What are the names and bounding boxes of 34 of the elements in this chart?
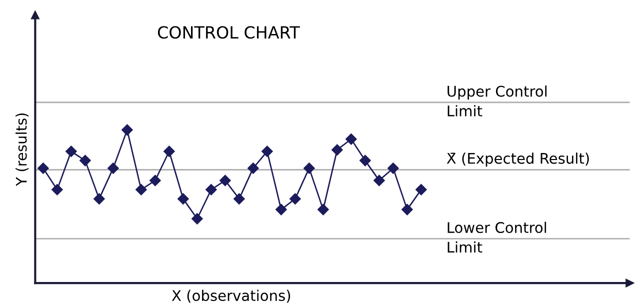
point	[164, 146, 175, 157]
point	[220, 174, 231, 186]
point	[402, 204, 413, 216]
point	[52, 184, 63, 196]
point	[108, 162, 119, 174]
ref-line-label: Upper Control Limit	[448, 85, 546, 116]
ref-line-label: X̄ (Expected Result)	[446, 152, 589, 167]
x-axis-title: X (observations)	[172, 290, 290, 303]
y-axis-title: Y (results)	[16, 113, 29, 186]
point	[318, 204, 329, 216]
point	[248, 162, 259, 174]
point	[66, 146, 77, 157]
point	[80, 154, 91, 166]
point	[136, 184, 147, 196]
chart-title: CONTROL CHART	[158, 26, 300, 39]
point	[276, 204, 287, 216]
point	[206, 184, 217, 196]
point	[192, 213, 203, 224]
point	[388, 162, 399, 174]
point	[360, 154, 371, 166]
point	[150, 174, 161, 186]
point	[178, 193, 189, 204]
point	[94, 193, 105, 204]
point	[346, 134, 357, 145]
point	[332, 144, 343, 156]
point	[374, 174, 385, 186]
point	[290, 193, 301, 204]
point	[122, 124, 133, 136]
ref-line-label: Lower Control Limit	[448, 222, 546, 252]
point	[38, 162, 49, 174]
point	[304, 162, 315, 174]
point	[234, 193, 245, 204]
point	[262, 146, 273, 157]
point	[416, 184, 427, 196]
